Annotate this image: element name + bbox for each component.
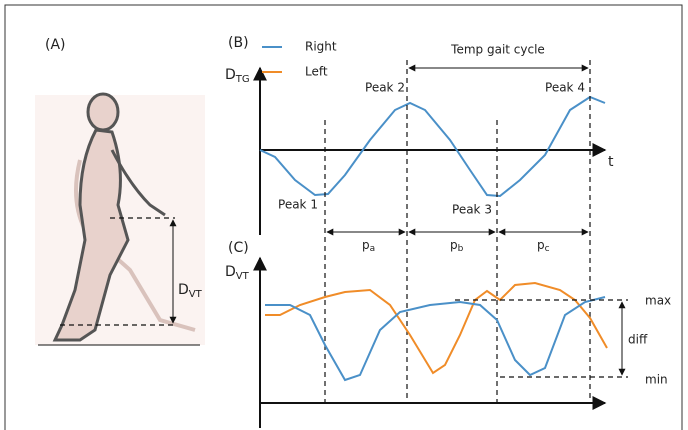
main: p — [362, 238, 370, 252]
main: p — [537, 238, 545, 252]
right-curve — [265, 296, 606, 382]
interval-label: pc — [537, 238, 550, 254]
panel-label: (B) — [228, 35, 249, 51]
walker — [52, 92, 166, 342]
peak-label: Peak 3 — [452, 203, 492, 217]
sub: a — [370, 244, 376, 254]
main: p — [450, 238, 458, 252]
main: D — [225, 67, 236, 83]
frame — [4, 4, 683, 430]
right-curve — [259, 95, 606, 198]
cycle-label: Temp gait cycle — [450, 43, 545, 57]
measure-label: DVT — [178, 282, 203, 300]
peak-label: Peak 4 — [545, 81, 585, 95]
min-label: min — [645, 373, 668, 387]
sub: b — [458, 244, 464, 254]
axis-label: DVT — [225, 264, 250, 282]
main: D — [225, 264, 236, 280]
left-curve — [265, 281, 608, 375]
legend-label: Left — [305, 65, 328, 79]
interval-label: pa — [362, 238, 375, 254]
peak-label: Peak 2 — [365, 81, 405, 95]
sub: TG — [235, 74, 250, 85]
panel-label: (C) — [228, 240, 249, 256]
sub: VT — [189, 289, 203, 300]
interval-label: pb — [450, 238, 464, 254]
panel-label: (A) — [45, 37, 66, 53]
max-label: max — [645, 294, 671, 308]
peak-label: Peak 1 — [278, 198, 318, 212]
diff-label: diff — [628, 333, 648, 347]
legend-label: Right — [305, 40, 337, 54]
axis-label: DTG — [225, 67, 250, 85]
main: D — [178, 282, 189, 298]
sub: c — [545, 244, 550, 254]
sub: VT — [236, 271, 250, 282]
axis-label: t — [608, 154, 614, 170]
